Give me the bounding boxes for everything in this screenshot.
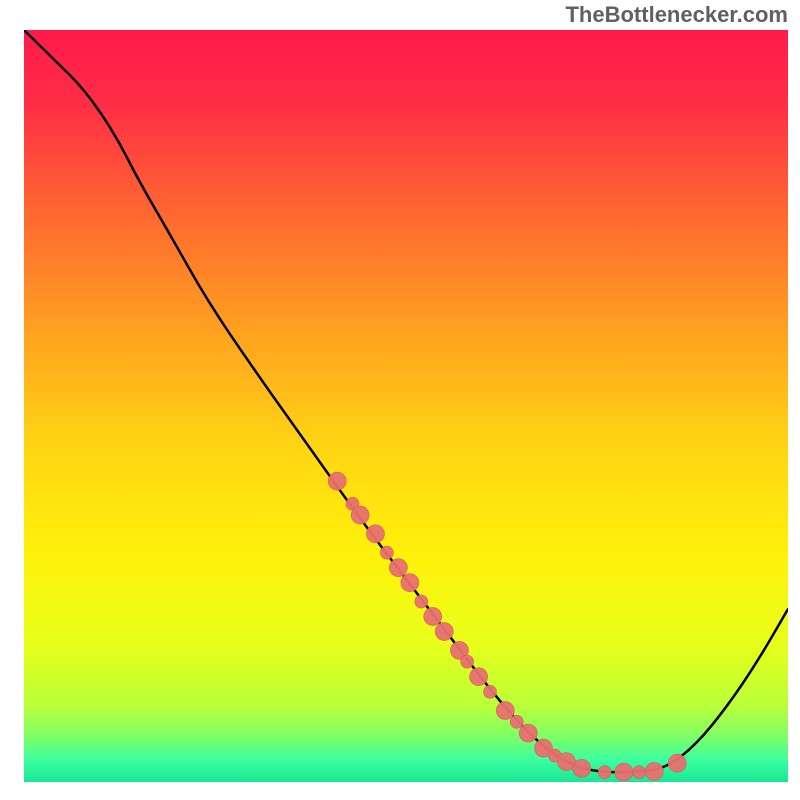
data-marker — [328, 472, 346, 490]
data-marker — [496, 702, 514, 720]
gradient-background — [24, 30, 788, 782]
data-marker — [415, 595, 428, 608]
data-marker — [633, 766, 646, 779]
data-marker — [351, 506, 369, 524]
data-marker — [573, 759, 591, 777]
bottleneck-chart — [24, 30, 788, 782]
data-marker — [424, 608, 442, 626]
data-marker — [519, 724, 537, 742]
data-marker — [484, 685, 497, 698]
data-marker — [435, 623, 453, 641]
data-marker — [668, 754, 686, 772]
data-marker — [366, 525, 384, 543]
data-marker — [645, 762, 663, 780]
data-marker — [615, 763, 633, 781]
chart-container: TheBottlenecker.com — [0, 0, 800, 800]
data-marker — [380, 546, 393, 559]
data-marker — [389, 559, 407, 577]
watermark-text: TheBottlenecker.com — [565, 2, 788, 28]
data-marker — [461, 655, 474, 668]
data-marker — [598, 766, 611, 779]
data-marker — [470, 668, 488, 686]
data-marker — [401, 574, 419, 592]
data-marker — [510, 715, 523, 728]
